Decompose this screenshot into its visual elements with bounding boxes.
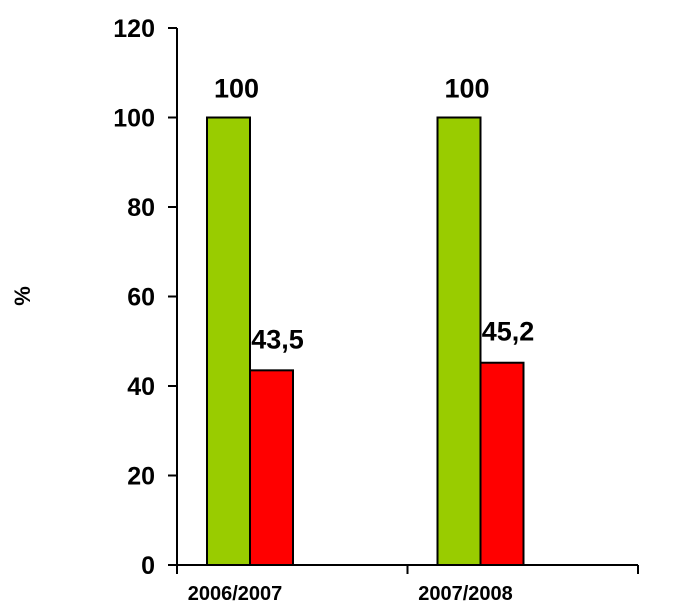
x-tick-label: 2007/2008 [418,583,513,605]
data-labels: 100 43,5 100 45,2 [214,74,534,355]
data-label: 45,2 [482,317,535,347]
y-tick-label: 0 [141,552,155,580]
x-tick-label: 2006/2007 [188,583,283,605]
y-tick-label: 100 [113,105,155,133]
bar-red-2 [479,361,525,567]
bar-red-1 [249,369,294,566]
y-tick-label: 120 [113,15,155,43]
y-tick-label: 20 [127,463,155,491]
data-label: 100 [214,74,259,104]
y-axis-label: % [10,286,35,306]
category-labels: 2006/2007 2007/2008 [188,583,513,605]
data-label: 43,5 [251,324,304,354]
y-tick-label: 60 [127,284,155,312]
y-tick-label: 40 [127,373,155,401]
y-ticks: 0 20 40 60 80 100 120 [113,15,177,580]
bar-green-2 [436,116,482,566]
bars [206,116,525,567]
data-label: 100 [444,74,489,104]
y-tick-label: 80 [127,194,155,222]
bar-green-1 [206,116,251,566]
